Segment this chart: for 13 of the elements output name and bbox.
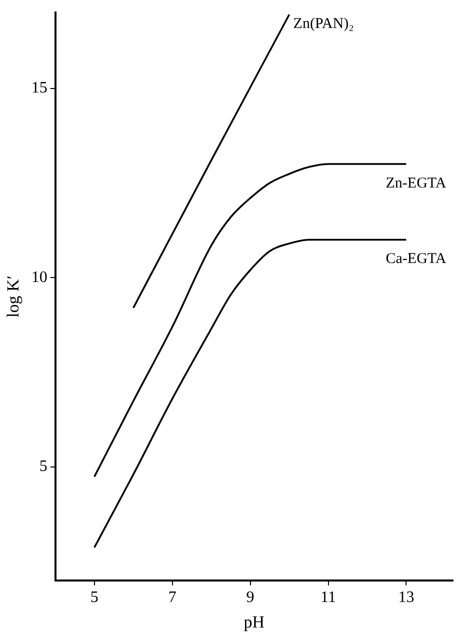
series-label: Zn-EGTA (386, 175, 446, 192)
series-label: Ca-EGTA (386, 251, 446, 268)
y-tick-label: 15 (31, 80, 48, 97)
series-label: Zn(PAN)₂ (293, 16, 354, 32)
x-axis-title: pH (244, 612, 265, 632)
y-tick-label: 5 (39, 458, 48, 476)
x-tick-label: 13 (398, 589, 414, 606)
x-tick-label: 11 (320, 589, 336, 606)
y-axis-title: log K′ (4, 276, 23, 318)
x-tick-label: 9 (246, 589, 254, 606)
y-tick-label: 10 (31, 268, 48, 286)
x-tick-label: 7 (168, 589, 176, 606)
x-tick-label: 5 (90, 589, 98, 606)
